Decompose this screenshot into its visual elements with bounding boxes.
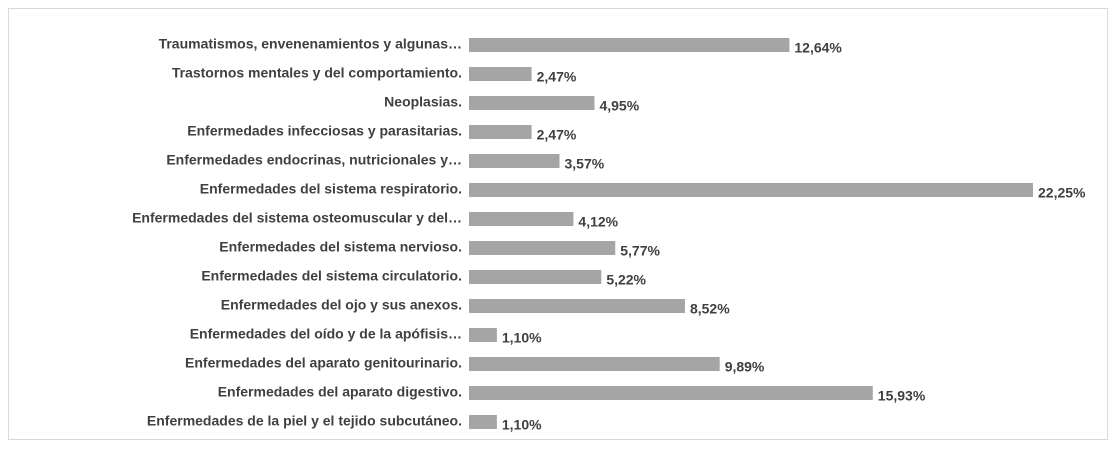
category-label: Enfermedades del sistema circulatorio.	[201, 268, 462, 284]
bar	[469, 125, 532, 139]
category-label: Enfermedades infecciosas y parasitarias.	[187, 123, 462, 139]
bar	[469, 270, 602, 284]
category-label: Trastornos mentales y del comportamiento…	[172, 65, 462, 81]
data-label: 5,22%	[606, 272, 646, 288]
bar	[469, 67, 532, 81]
bar	[469, 212, 574, 226]
category-label: Enfermedades del oído y de la apófisis…	[190, 326, 462, 342]
category-label: Enfermedades endocrinas, nutricionales y…	[166, 152, 462, 168]
data-label: 3,57%	[564, 156, 604, 172]
bar	[469, 183, 1033, 197]
bar	[469, 357, 720, 371]
category-label: Enfermedades del sistema respiratorio.	[200, 181, 462, 197]
category-label: Enfermedades del aparato digestivo.	[218, 384, 462, 400]
bar	[469, 96, 595, 110]
category-label: Enfermedades del aparato genitourinario.	[185, 355, 462, 371]
bar	[469, 154, 560, 168]
data-label: 22,25%	[1038, 185, 1086, 201]
data-label: 1,10%	[502, 417, 542, 433]
data-label: 2,47%	[537, 127, 577, 143]
data-label: 4,12%	[578, 214, 618, 230]
bar	[469, 241, 616, 255]
data-label: 4,95%	[599, 98, 639, 114]
data-label: 15,93%	[878, 388, 926, 404]
data-label: 8,52%	[690, 301, 730, 317]
data-label: 9,89%	[725, 359, 765, 375]
category-label: Enfermedades del ojo y sus anexos.	[221, 297, 462, 313]
category-label: Neoplasias.	[384, 94, 462, 110]
data-label: 12,64%	[794, 40, 842, 56]
data-label: 5,77%	[620, 243, 660, 259]
category-label: Enfermedades del sistema osteomuscular y…	[132, 210, 462, 226]
category-label: Enfermedades de la piel y el tejido subc…	[147, 413, 462, 429]
bar	[469, 299, 685, 313]
category-label: Traumatismos, envenenamientos y algunas…	[159, 36, 462, 52]
bar	[469, 38, 790, 52]
data-label: 1,10%	[502, 330, 542, 346]
bar	[469, 386, 873, 400]
data-label: 2,47%	[537, 69, 577, 85]
bar	[469, 328, 497, 342]
bar	[469, 415, 497, 429]
category-label: Enfermedades del sistema nervioso.	[219, 239, 462, 255]
